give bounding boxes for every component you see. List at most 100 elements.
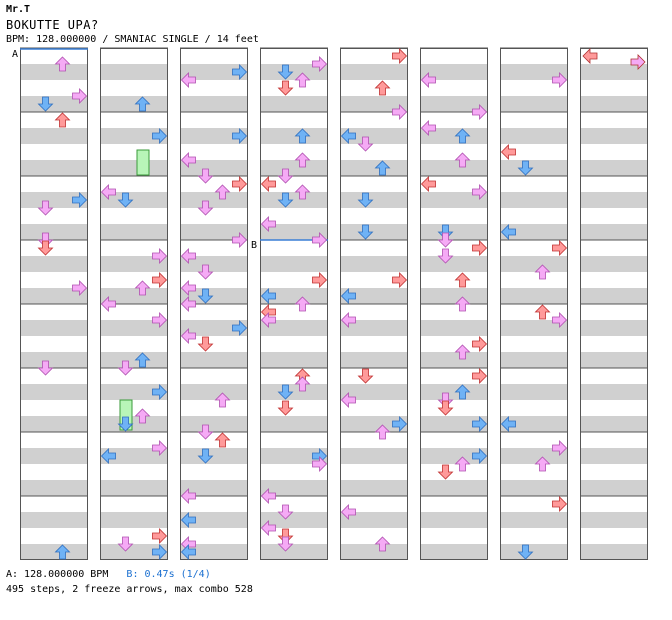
beat-stripe [420, 352, 488, 368]
beat-stripe [420, 544, 488, 560]
beat-stripe [100, 128, 168, 144]
beat-stripe [20, 64, 88, 80]
beat-stripe [260, 64, 328, 80]
beat-stripe [260, 304, 328, 320]
step-arrow [232, 320, 248, 336]
beat-stripe [420, 416, 488, 432]
step-arrow [197, 336, 214, 352]
step-arrow [100, 448, 116, 464]
beat-stripe [20, 336, 88, 352]
step-arrow [180, 512, 196, 528]
beat-stripe [500, 400, 568, 416]
beat-stripe [20, 80, 88, 96]
tempo-legend: A: 128.000000 BPM B: 0.47s (1/4) [6, 569, 211, 580]
step-arrow [630, 54, 646, 70]
beat-stripe [20, 528, 88, 544]
beat-stripe [180, 304, 248, 320]
marker-a: A [12, 49, 18, 60]
chart-column [260, 48, 328, 560]
beat-stripe [180, 176, 248, 192]
beat-stripe [500, 224, 568, 240]
step-arrow [197, 448, 214, 464]
beat-stripe [340, 304, 408, 320]
author-name: Mr.T [6, 4, 31, 15]
step-arrow [134, 408, 151, 424]
beat-stripe [20, 208, 88, 224]
step-arrow [37, 200, 54, 216]
beat-stripe [500, 352, 568, 368]
beat-stripe [100, 464, 168, 480]
step-arrow [37, 96, 54, 112]
step-arrow [312, 272, 328, 288]
beat-stripe [180, 528, 248, 544]
step-arrow [277, 64, 294, 80]
step-arrow [197, 168, 214, 184]
beat-stripe [260, 176, 328, 192]
step-arrow [294, 296, 311, 312]
step-arrow [180, 544, 196, 560]
beat-stripe [260, 128, 328, 144]
beat-stripe [260, 336, 328, 352]
beat-stripe [20, 224, 88, 240]
beat-stripe [20, 144, 88, 160]
beat-stripe [420, 432, 488, 448]
step-arrow [392, 272, 408, 288]
step-arrow [374, 424, 391, 440]
beat-stripe [180, 288, 248, 304]
beat-stripe [420, 224, 488, 240]
beat-stripe [340, 480, 408, 496]
beat-stripe [420, 80, 488, 96]
step-arrow [232, 128, 248, 144]
beat-stripe [180, 544, 248, 560]
beat-stripe [580, 192, 648, 208]
beat-stripe [580, 320, 648, 336]
step-arrow [152, 248, 168, 264]
step-arrow [454, 272, 471, 288]
beat-stripe [260, 288, 328, 304]
beat-stripe [260, 48, 328, 64]
beat-stripe [100, 272, 168, 288]
beat-stripe [420, 384, 488, 400]
beat-stripe [100, 528, 168, 544]
beat-stripe [580, 496, 648, 512]
beat-stripe [580, 64, 648, 80]
beat-stripe [580, 448, 648, 464]
beat-stripe [20, 128, 88, 144]
beat-stripe [260, 464, 328, 480]
step-arrow [472, 448, 488, 464]
beat-stripe [180, 240, 248, 256]
beat-stripe [500, 272, 568, 288]
beat-stripe [420, 400, 488, 416]
beat-stripe [20, 368, 88, 384]
step-arrow [357, 192, 374, 208]
beat-stripe [20, 432, 88, 448]
beat-stripe [500, 480, 568, 496]
beat-stripe [340, 320, 408, 336]
beat-stripe [20, 464, 88, 480]
step-arrow [472, 184, 488, 200]
step-arrow [180, 488, 196, 504]
beat-stripe [580, 528, 648, 544]
beat-stripe [180, 80, 248, 96]
beat-stripe [420, 48, 488, 64]
step-arrow [392, 416, 408, 432]
step-arrow [197, 264, 214, 280]
beat-stripe [260, 144, 328, 160]
beat-stripe [260, 256, 328, 272]
chart-column [100, 48, 168, 560]
chart-column [180, 48, 248, 560]
step-arrow [54, 56, 71, 72]
beat-stripe [260, 80, 328, 96]
step-arrow [134, 352, 151, 368]
beat-stripe [100, 112, 168, 128]
beat-stripe [580, 176, 648, 192]
beat-stripe [260, 528, 328, 544]
step-arrow [420, 176, 436, 192]
beat-stripe [580, 160, 648, 176]
step-arrow [374, 80, 391, 96]
beat-stripe [420, 448, 488, 464]
beat-stripe [500, 144, 568, 160]
step-arrow [517, 544, 534, 560]
beat-stripe [180, 64, 248, 80]
beat-stripe [580, 416, 648, 432]
